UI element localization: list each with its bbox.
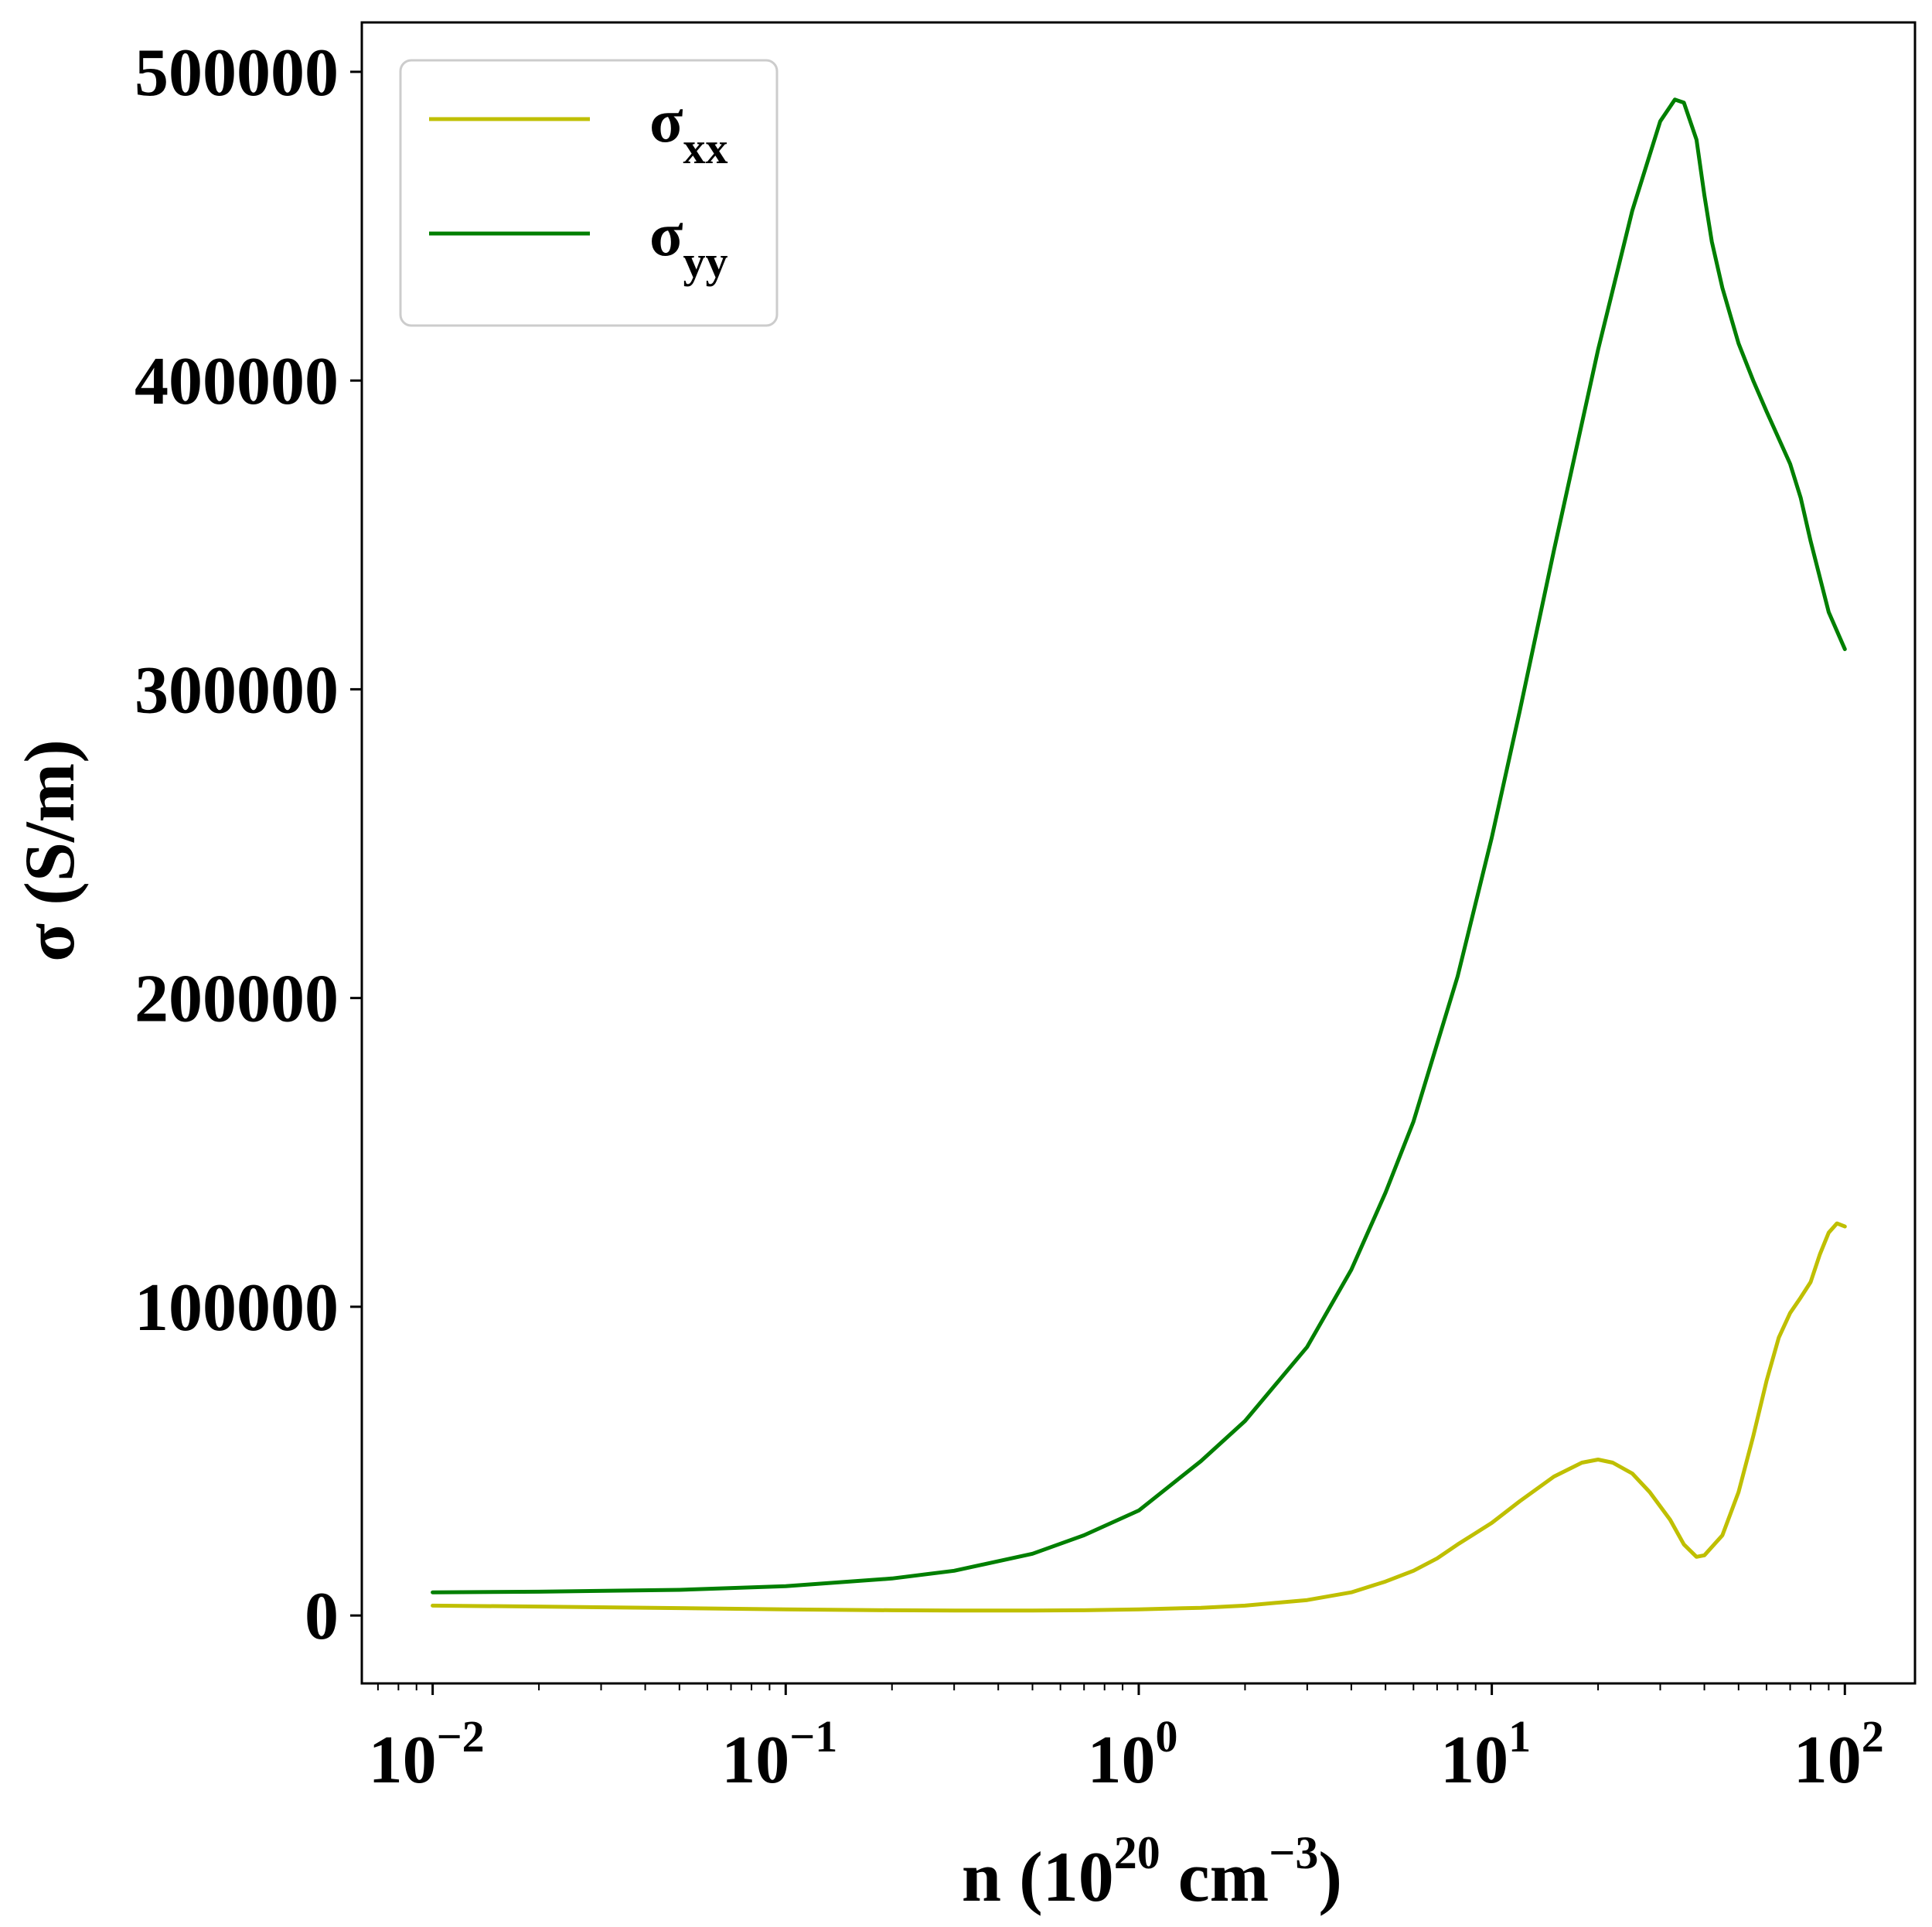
x-axis-label-sup2: −3 xyxy=(1269,1827,1318,1878)
x-tick-label: 10−1 xyxy=(721,1711,837,1798)
y-tick-label: 0 xyxy=(305,1579,339,1654)
x-tick-label: 10−2 xyxy=(369,1711,485,1798)
legend-label-sigma-yy-main: σ xyxy=(649,201,683,269)
legend-box xyxy=(399,59,779,327)
x-axis-label-mid: cm xyxy=(1160,1837,1269,1916)
x-tick-label-exponent: 0 xyxy=(1155,1711,1177,1762)
y-tick-label: 300000 xyxy=(135,653,339,728)
x-tick-label-base: 10 xyxy=(1440,1723,1508,1798)
x-axis: 10−2 10−1 100 101 102 xyxy=(369,1683,1884,1798)
y-tick-label: 200000 xyxy=(135,962,339,1037)
legend-label-sigma-xx-main: σ xyxy=(649,87,683,155)
series-layer xyxy=(431,97,1847,1613)
x-tick-label-exponent: 2 xyxy=(1862,1711,1884,1762)
x-tick-label-exponent: 1 xyxy=(1508,1711,1531,1762)
x-tick-label-base: 10 xyxy=(721,1723,789,1798)
legend-label-sigma-yy-sub: yy xyxy=(683,237,728,287)
x-axis-label-suffix: ) xyxy=(1318,1837,1342,1916)
y-tick-label: 400000 xyxy=(135,344,339,419)
x-tick-label: 101 xyxy=(1440,1711,1531,1798)
x-tick-label: 102 xyxy=(1794,1711,1884,1798)
legend: σxx σyy xyxy=(399,59,779,327)
y-tick-label: 100000 xyxy=(135,1270,339,1345)
series-line-sigma-xx xyxy=(431,1221,1847,1613)
x-tick-label-exponent: −2 xyxy=(437,1711,485,1762)
x-tick-label: 100 xyxy=(1087,1711,1177,1798)
y-axis-label: σ (S/m) xyxy=(10,739,89,962)
x-tick-label-base: 10 xyxy=(1794,1723,1862,1798)
y-axis: 0 100000 200000 300000 400000 500000 xyxy=(135,36,362,1654)
legend-label-sigma-yy: σyy xyxy=(649,201,728,287)
x-tick-label-base: 10 xyxy=(369,1723,437,1798)
x-axis-label-prefix: n (10 xyxy=(962,1837,1114,1916)
x-axis-label-sup1: 20 xyxy=(1114,1827,1160,1878)
legend-label-sigma-xx: σxx xyxy=(649,87,728,173)
x-tick-label-exponent: −1 xyxy=(789,1711,837,1762)
series-line-sigma-yy xyxy=(431,97,1847,1594)
legend-label-sigma-xx-sub: xx xyxy=(683,123,728,173)
x-axis-label: n (1020 cm−3) xyxy=(962,1827,1342,1916)
x-tick-label-base: 10 xyxy=(1087,1723,1155,1798)
y-tick-label: 500000 xyxy=(135,36,339,111)
